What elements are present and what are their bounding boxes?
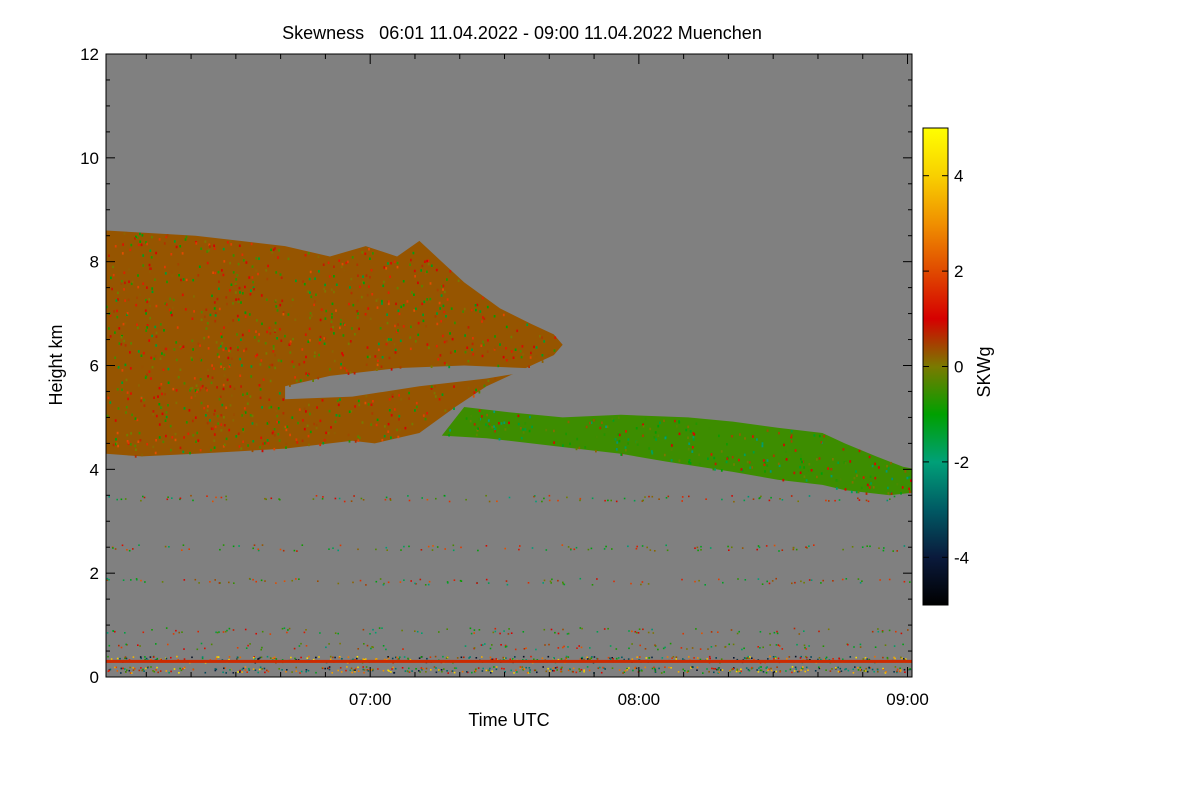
colorbar-tick-label: 0 — [954, 358, 963, 377]
cloud-layer-clear-gap — [285, 365, 527, 400]
colorbar-tick-label: -4 — [954, 548, 969, 567]
x-tick-label: 08:00 — [618, 690, 661, 709]
colorbar-axis: -4 -2 0 2 4 — [923, 167, 969, 567]
x-tick-label: 09:00 — [886, 690, 929, 709]
y-tick-label: 8 — [90, 253, 99, 272]
colorbar-tick-label: 2 — [954, 262, 963, 281]
y-tick-label: 2 — [90, 564, 99, 583]
skewness-heatmap — [106, 230, 912, 674]
x-tick-label: 07:00 — [349, 690, 392, 709]
colorbar-tick-label: -2 — [954, 453, 969, 472]
colorbar-tick-label: 4 — [954, 167, 963, 186]
y-tick-label: 12 — [80, 45, 99, 64]
colorbar-label: SKWg — [974, 346, 994, 397]
y-tick-label: 4 — [90, 460, 99, 479]
y-tick-label: 10 — [80, 149, 99, 168]
x-axis-label: Time UTC — [468, 710, 549, 730]
y-tick-label: 6 — [90, 357, 99, 376]
x-axis: 07:00 08:00 09:00 — [145, 54, 929, 709]
y-axis-label: Height km — [46, 324, 66, 405]
near-surface-line — [106, 659, 912, 663]
cloud-texture — [106, 232, 912, 495]
chart-title: Skewness 06:01 11.04.2022 - 09:00 11.04.… — [282, 23, 762, 43]
y-tick-label: 0 — [90, 668, 99, 687]
